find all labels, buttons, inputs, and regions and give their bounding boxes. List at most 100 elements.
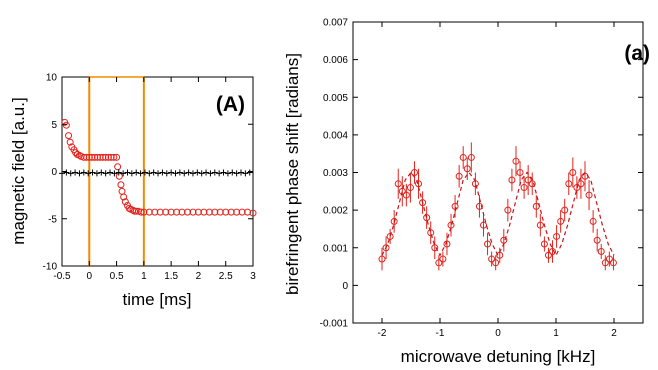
panel-b-data-point: [427, 229, 435, 237]
panel-b-data-point: [553, 232, 561, 240]
panel-b-fit-curve: [381, 171, 615, 257]
panel-a-reference-point: [76, 170, 83, 177]
panel-a-data-point: [178, 208, 186, 216]
panel-b-data-point: [439, 255, 447, 263]
panel-a-reference-point: [72, 169, 79, 176]
panel-a-y-tick-label: 0: [51, 167, 57, 178]
panel-a-data-point: [120, 193, 128, 201]
panel-b-x-tick-label: -1: [436, 328, 445, 339]
panel-a-reference-point: [211, 169, 218, 176]
panel-a-data-point: [96, 153, 104, 161]
panel-b-data-point: [524, 176, 532, 184]
panel-b-data-point: [431, 244, 439, 252]
panel-b-chart: -2 -1 0 1 2 -0.001 0 0.001 0.002 0.003 0.004 0.005 0…: [283, 18, 650, 367]
panel-a-data-point: [75, 151, 83, 159]
panel-b-data-point: [536, 221, 544, 229]
panel-b-data-point: [455, 172, 463, 180]
panel-a-reference-point: [133, 169, 140, 176]
panel-b-data-point: [410, 169, 418, 176]
panel-b-label: (a): [624, 42, 650, 65]
panel-a-data-point: [211, 208, 219, 216]
panel-b-data-point: [378, 255, 386, 263]
panel-b-data-point: [512, 157, 520, 165]
panel-a-reference-point: [107, 169, 114, 176]
panel-a-data-point: [93, 153, 101, 161]
panel-a-x-tick-label: 2: [196, 271, 202, 282]
panel-a-data-point: [156, 208, 164, 216]
panel-b-data-point: [516, 169, 524, 176]
panel-b-y-tick-label: -0.001: [320, 319, 349, 330]
panel-a-data-point: [91, 153, 99, 161]
panel-a-data-point: [88, 153, 96, 161]
panel-a-reference-point: [98, 169, 105, 176]
panel-a-data-point: [132, 207, 140, 215]
panel-a-reference-point: [185, 169, 192, 176]
panel-b-y-tick-label: 0.005: [323, 93, 348, 104]
panel-b-data-point: [540, 240, 548, 248]
panel-b-data-point: [459, 153, 467, 161]
panel-b-x-tick-label: 2: [611, 328, 617, 339]
panel-a-reference-point: [189, 170, 196, 177]
panel-b-data-point: [419, 199, 427, 207]
panel-a-reference-point: [233, 170, 240, 177]
panel-b-data-point: [423, 214, 431, 222]
panel-b-data-point: [394, 180, 402, 188]
panel-b-data-point: [390, 217, 398, 225]
panel-a-reference-point: [203, 169, 210, 176]
panel-b-data-point: [480, 221, 487, 229]
panel-b-data-point: [492, 259, 500, 267]
panel-a-reference-point: [150, 169, 157, 176]
panel-b-y-tick-label: 0: [342, 281, 348, 292]
panel-a-data-point: [102, 153, 110, 161]
panel-a-data-point: [194, 208, 202, 216]
panel-a-reference-point: [85, 170, 92, 177]
panel-a-x-tick-label: 0: [87, 271, 93, 282]
panel-a-reference-point: [155, 170, 162, 177]
panel-a-x-tick-label: 2.5: [219, 271, 233, 282]
panel-a-y-tick-label: 10: [46, 73, 58, 84]
panel-b-x-tick-label: 0: [495, 328, 501, 339]
panel-a-data-point: [114, 163, 122, 171]
panel-b-data-point: [557, 217, 565, 225]
panel-b-data-point: [382, 244, 390, 252]
panel-a-data-point: [66, 138, 74, 146]
panel-b-y-axis-label: birefringent phase shift [radians]: [283, 53, 302, 295]
panel-a-reference-point: [111, 170, 118, 177]
panel-a-data-point: [62, 121, 70, 129]
panel-b-data-point: [484, 240, 492, 248]
panel-b-data-point: [402, 191, 410, 199]
panel-a-data-point: [83, 153, 91, 161]
panel-b-x-tick-label: -2: [378, 328, 387, 339]
panel-a-data-point: [227, 208, 235, 216]
panel-a-x-axis-label: time [ms]: [123, 290, 192, 309]
panel-b-data-point: [589, 217, 597, 225]
panel-a-reference-point: [80, 169, 87, 176]
panel-a-reference-point: [124, 169, 131, 176]
panel-a-data-point: [104, 153, 112, 161]
panel-b-data-point: [569, 169, 577, 176]
panel-a-reference-point: [67, 170, 74, 177]
panel-a-data-point: [216, 208, 224, 216]
panel-b-data-point: [508, 176, 516, 184]
panel-a-data-point: [140, 208, 148, 216]
panel-a-x-tick-label: 1: [141, 271, 147, 282]
panel-a-y-tick-label: -5: [48, 214, 57, 225]
panel-a-reference-point: [102, 170, 109, 177]
panel-b-data-point: [585, 191, 593, 199]
panel-a-reference-point: [237, 169, 244, 176]
panel-b-data-point: [549, 248, 557, 256]
panel-a-reference-point: [63, 169, 70, 176]
panel-a-data-point: [249, 209, 257, 217]
panel-a-data-point: [137, 208, 145, 216]
panel-b-data-point: [398, 187, 406, 195]
panel-b-data-point: [565, 180, 573, 188]
panel-a-reference-point: [224, 170, 231, 177]
panel-a-reference-point: [207, 170, 214, 177]
panel-a-data-point: [222, 208, 230, 216]
panel-b-data-point: [467, 153, 475, 161]
panel-a-reference-point: [194, 169, 201, 176]
panel-a-reference-point: [141, 169, 148, 176]
panel-a-data-point: [200, 208, 208, 216]
panel-a-reference-point: [246, 169, 253, 176]
